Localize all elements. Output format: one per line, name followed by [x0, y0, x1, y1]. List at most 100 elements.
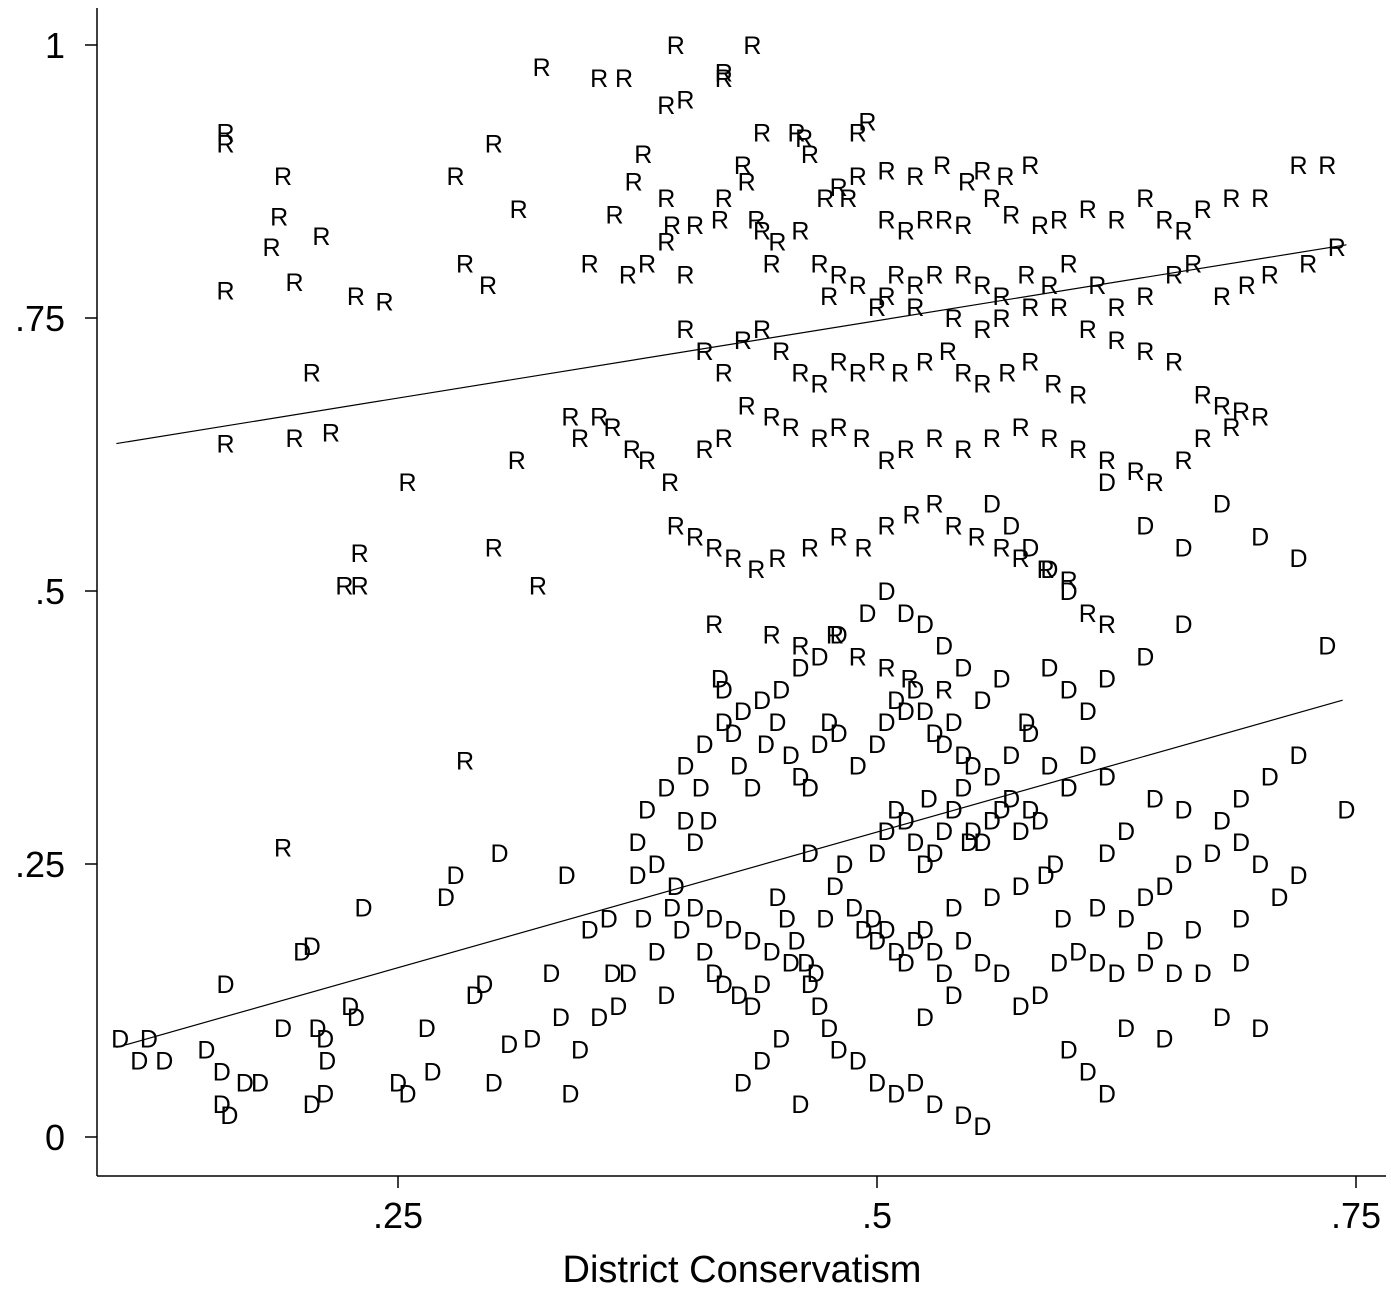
marker-r: R	[891, 360, 909, 388]
marker-r: R	[1079, 316, 1097, 344]
marker-r: R	[925, 491, 943, 519]
marker-d: D	[945, 982, 963, 1010]
marker-r: R	[830, 174, 848, 202]
marker-d: D	[571, 1037, 589, 1065]
marker-d: D	[663, 895, 681, 923]
marker-r: R	[973, 158, 991, 186]
marker-r: R	[945, 512, 963, 540]
marker-d: D	[743, 993, 761, 1021]
marker-r: R	[1232, 398, 1250, 426]
marker-r: R	[791, 633, 809, 661]
marker-d: D	[855, 917, 873, 945]
y-tick-label: .5	[35, 571, 65, 612]
marker-d: D	[945, 796, 963, 824]
marker-d: D	[916, 1004, 934, 1032]
marker-d: D	[418, 1015, 436, 1043]
marker-r: R	[1002, 201, 1020, 229]
marker-d: D	[826, 873, 844, 901]
marker-d: D	[1318, 633, 1336, 661]
marker-d: D	[523, 1026, 541, 1054]
marker-r: R	[590, 65, 608, 93]
marker-r: R	[638, 447, 656, 475]
marker-r: R	[887, 261, 905, 289]
marker-d: D	[1136, 512, 1154, 540]
marker-d: D	[734, 1069, 752, 1097]
marker-d: D	[251, 1069, 269, 1097]
marker-d: D	[316, 1080, 334, 1108]
marker-d: D	[973, 1113, 991, 1141]
marker-d: D	[849, 1048, 867, 1076]
marker-d: D	[657, 775, 675, 803]
marker-d: D	[1175, 534, 1193, 562]
marker-d: D	[715, 971, 733, 999]
marker-r: R	[849, 119, 867, 147]
marker-d: D	[868, 731, 886, 759]
marker-d: D	[782, 742, 800, 770]
marker-d: D	[609, 993, 627, 1021]
marker-r: R	[1213, 283, 1231, 311]
marker-d: D	[590, 1004, 608, 1032]
marker-d: D	[1098, 469, 1116, 497]
marker-r: R	[839, 185, 857, 213]
marker-d: D	[1046, 851, 1064, 879]
marker-d: D	[673, 917, 691, 945]
marker-d: D	[197, 1037, 215, 1065]
marker-r: R	[753, 218, 771, 246]
marker-d: D	[810, 644, 828, 672]
marker-r: R	[1175, 218, 1193, 246]
marker-r: R	[274, 163, 292, 191]
marker-r: R	[772, 338, 790, 366]
marker-r: R	[705, 534, 723, 562]
marker-r: R	[763, 403, 781, 431]
marker-r: R	[782, 414, 800, 442]
marker-d: D	[935, 633, 953, 661]
marker-d: D	[983, 764, 1001, 792]
marker-d: D	[920, 785, 938, 813]
fit-line-d	[116, 699, 1343, 1049]
marker-r: R	[479, 272, 497, 300]
marker-d: D	[1002, 742, 1020, 770]
marker-r: R	[676, 316, 694, 344]
marker-d: D	[491, 840, 509, 868]
marker-d: D	[466, 982, 484, 1010]
marker-d: D	[730, 982, 748, 1010]
marker-r: R	[1079, 600, 1097, 628]
marker-r: R	[1251, 185, 1269, 213]
marker-d: D	[648, 938, 666, 966]
marker-r: R	[1040, 272, 1058, 300]
marker-d: D	[1136, 884, 1154, 912]
marker-d: D	[1213, 807, 1231, 835]
marker-d: D	[916, 698, 934, 726]
marker-r: R	[939, 338, 957, 366]
marker-d: D	[1002, 512, 1020, 540]
marker-d: D	[1079, 1058, 1097, 1086]
marker-r: R	[303, 360, 321, 388]
marker-d: D	[696, 731, 714, 759]
marker-d: D	[835, 851, 853, 879]
marker-r: R	[604, 414, 622, 442]
x-tick-label: .25	[373, 1195, 423, 1236]
marker-d: D	[1031, 807, 1049, 835]
marker-r: R	[906, 294, 924, 322]
marker-r: R	[897, 218, 915, 246]
marker-d: D	[734, 698, 752, 726]
marker-r: R	[485, 130, 503, 158]
marker-d: D	[1117, 906, 1135, 934]
marker-r: R	[686, 212, 704, 240]
marker-r: R	[983, 185, 1001, 213]
marker-d: D	[1117, 1015, 1135, 1043]
marker-r: R	[561, 403, 579, 431]
marker-r: R	[878, 207, 896, 235]
marker-r: R	[571, 425, 589, 453]
marker-r: R	[322, 420, 340, 448]
marker-d: D	[916, 851, 934, 879]
marker-d: D	[878, 917, 896, 945]
marker-r: R	[676, 261, 694, 289]
marker-d: D	[868, 1069, 886, 1097]
marker-r: R	[715, 360, 733, 388]
marker-d: D	[111, 1026, 129, 1054]
marker-d: D	[954, 654, 972, 682]
marker-r: R	[998, 360, 1016, 388]
marker-r: R	[734, 327, 752, 355]
marker-d: D	[293, 938, 311, 966]
